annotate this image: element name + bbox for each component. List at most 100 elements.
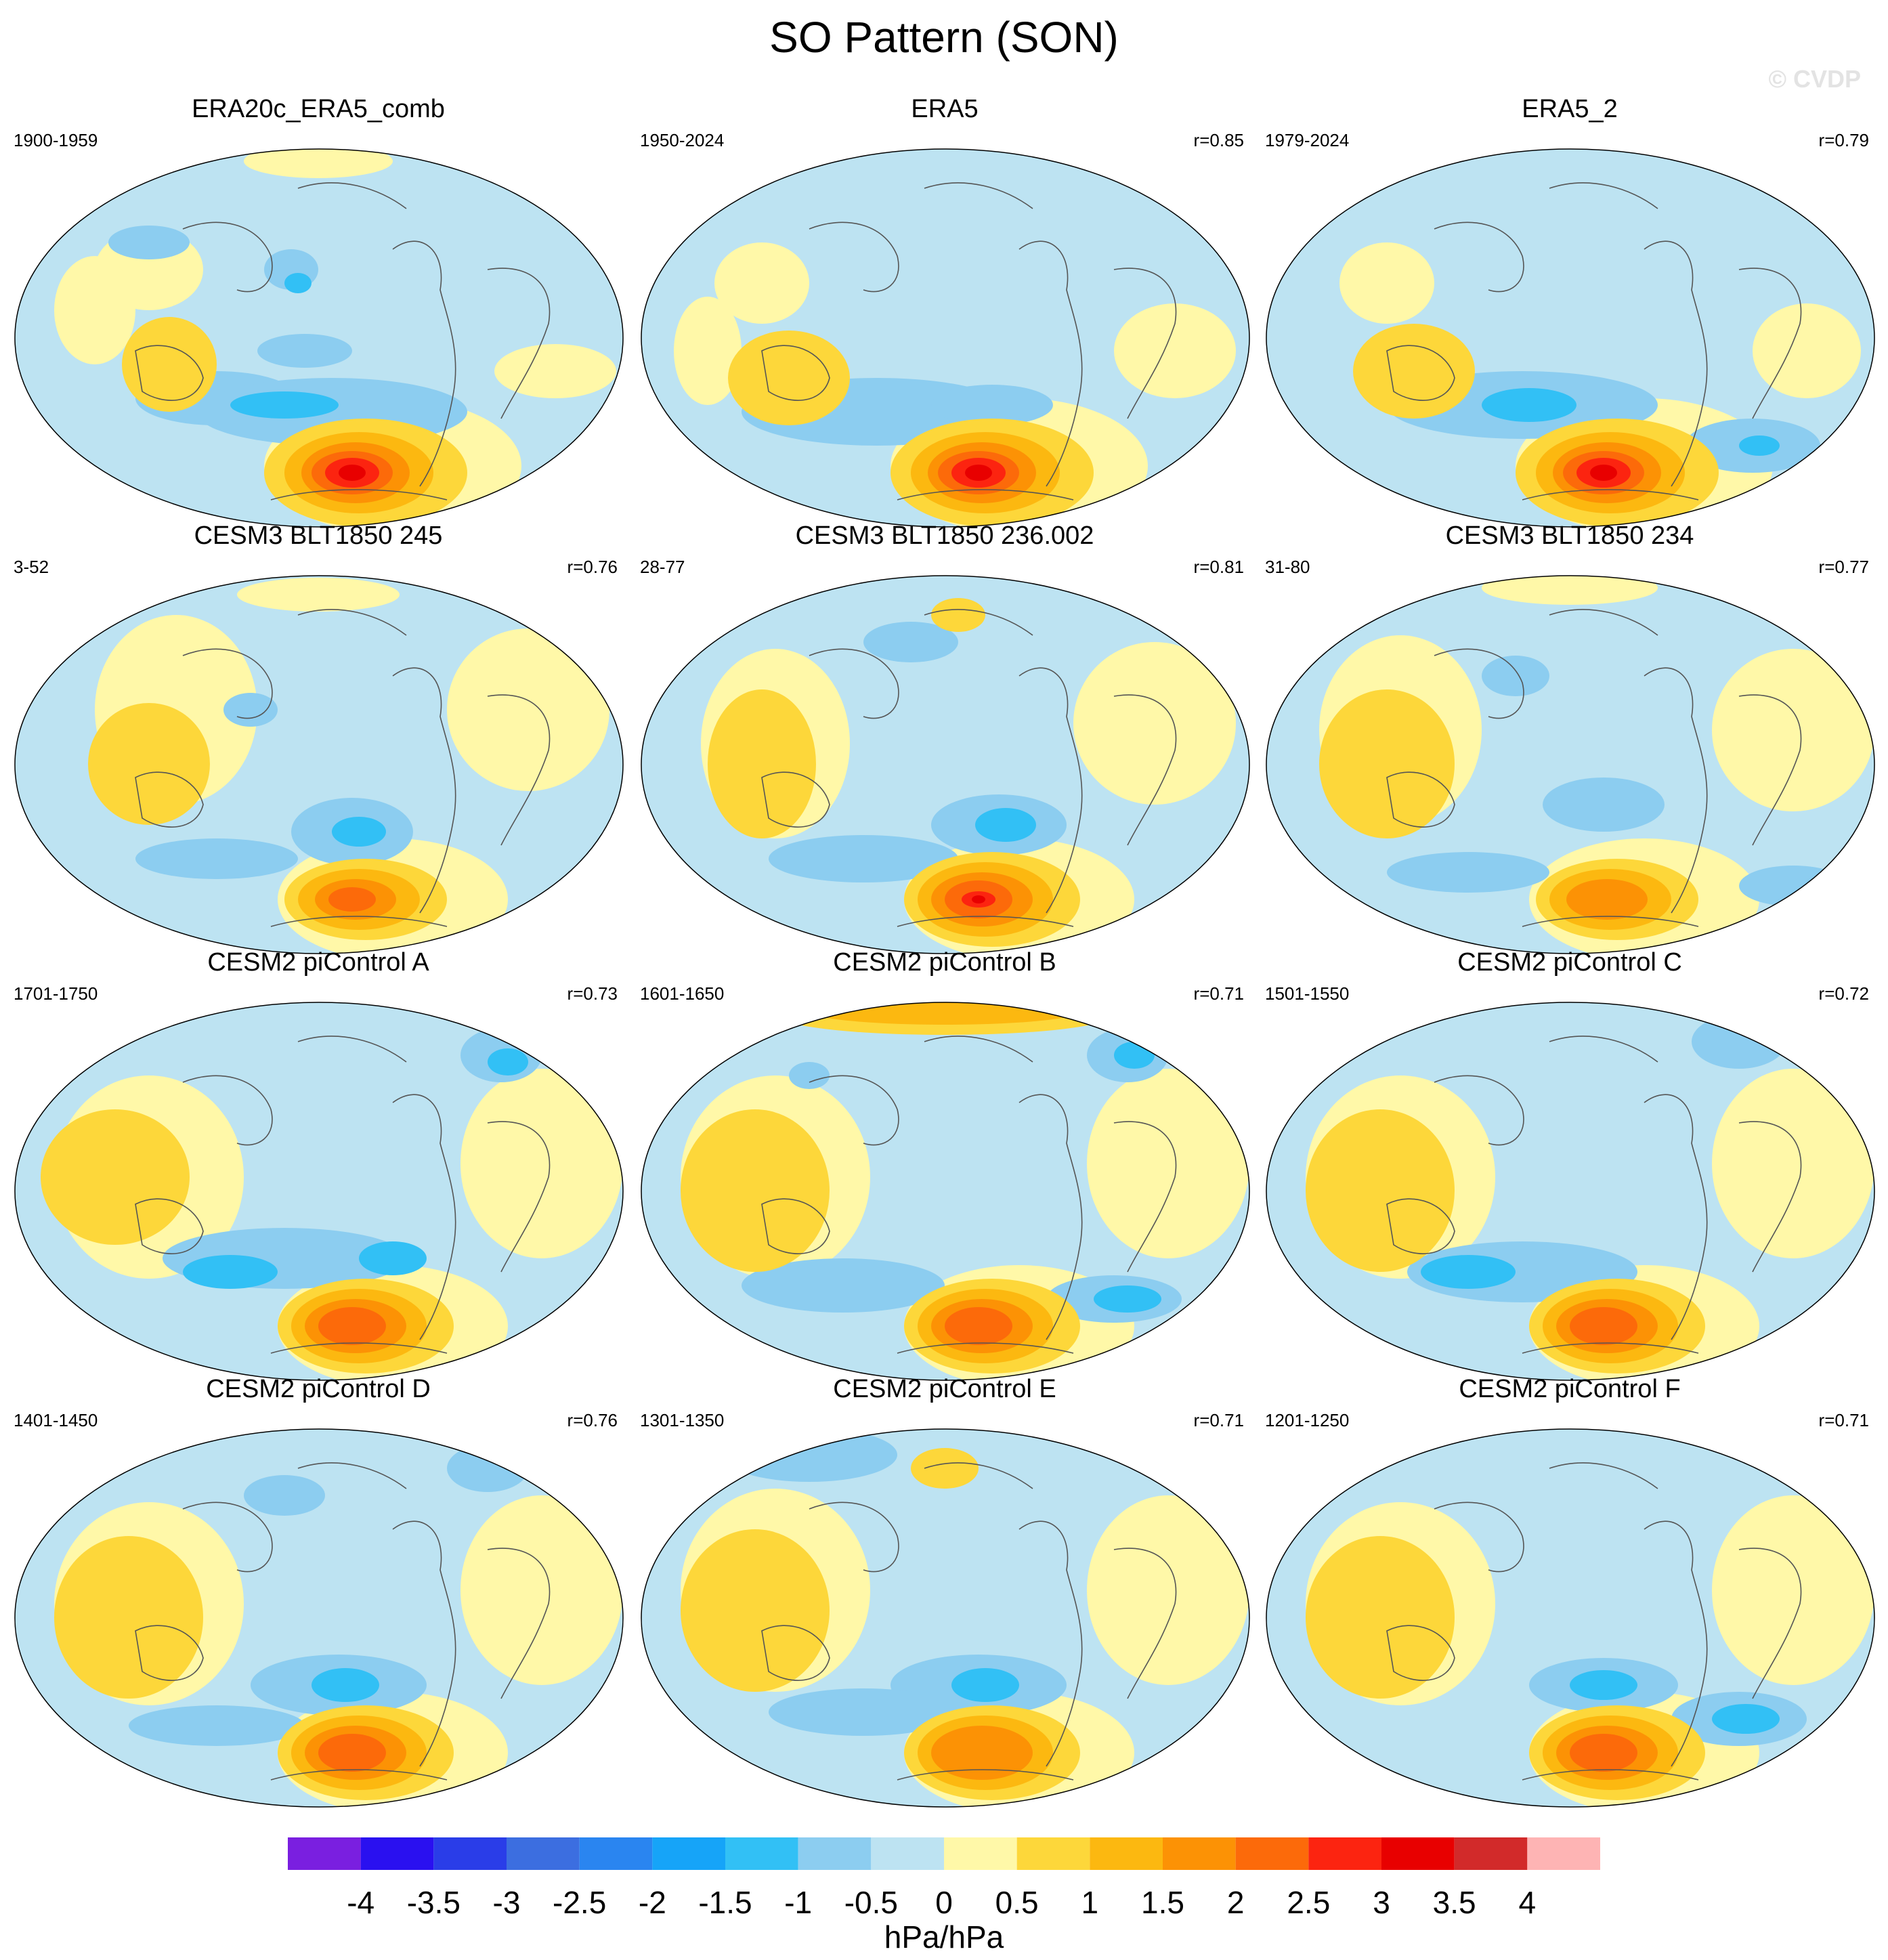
coastline	[1522, 489, 1699, 500]
coastline	[297, 182, 407, 209]
panel-correlation: r=0.76	[567, 557, 618, 577]
contour-region	[1739, 435, 1780, 456]
contour-region	[447, 1445, 528, 1492]
map-panel: CESM2 piControl C 1501-1550 r=0.72	[1258, 948, 1881, 1381]
coastline	[1113, 1121, 1177, 1273]
colorbar-box	[1235, 1837, 1309, 1870]
colorbar-tick-label: -3.5	[406, 1885, 460, 1920]
panel-correlation: r=0.76	[567, 1410, 618, 1430]
map-panel: CESM2 piControl D 1401-1450 r=0.76	[7, 1375, 630, 1808]
colorbar-box	[1163, 1837, 1236, 1870]
coastline	[924, 1462, 1033, 1489]
colorbar-tick-label: -1.5	[698, 1885, 752, 1920]
contour-region	[1712, 1495, 1874, 1685]
panel-correlation: r=0.77	[1818, 557, 1869, 577]
coastline	[809, 648, 899, 719]
contour-region	[681, 1529, 830, 1692]
coastline	[1522, 916, 1699, 927]
colorbar-box	[579, 1837, 653, 1870]
coastline	[392, 240, 456, 487]
contour-region	[1753, 303, 1861, 398]
map-plot	[1266, 1002, 1875, 1381]
coastline	[924, 1036, 1033, 1063]
contour-region	[1566, 879, 1648, 920]
watermark: © CVDP	[1768, 65, 1861, 93]
coastline	[1386, 771, 1455, 828]
map-plot	[14, 1428, 624, 1808]
contour-region	[20, 1008, 142, 1048]
coastline	[270, 916, 448, 927]
contour-region	[1073, 642, 1236, 805]
contour-region	[728, 331, 850, 425]
colorbar-box	[433, 1837, 507, 1870]
contour-region	[1114, 1042, 1155, 1069]
contour-region	[789, 1062, 830, 1089]
panel-correlation: r=0.71	[1193, 983, 1244, 1004]
contour-region	[1306, 1536, 1455, 1699]
contour-region	[951, 1668, 1019, 1702]
contour-region	[339, 465, 366, 481]
panel-correlation: r=0.72	[1818, 983, 1869, 1004]
map-outline	[14, 148, 624, 528]
coastline	[1738, 1548, 1802, 1699]
panel-years: 1201-1250	[1265, 1410, 1350, 1430]
panel-years: 1401-1450	[14, 1410, 98, 1430]
panel-years: 1701-1750	[14, 983, 98, 1004]
contour-region	[1114, 303, 1236, 398]
panel-title: ERA5_2	[1522, 95, 1618, 123]
contour-region	[237, 578, 400, 612]
coastline	[1386, 1198, 1455, 1254]
panel-correlation: r=0.81	[1193, 557, 1244, 577]
contour-region	[1739, 866, 1847, 906]
panel-title: CESM2 piControl B	[833, 948, 1056, 977]
colorbar-tick-label: 2.5	[1287, 1885, 1331, 1920]
coastline	[1113, 268, 1177, 419]
contour-region	[129, 1705, 305, 1746]
coastline	[1738, 268, 1802, 419]
coastline	[182, 1501, 273, 1573]
coastline	[1018, 240, 1083, 487]
contour-region	[674, 297, 742, 405]
contour-region	[1339, 242, 1434, 324]
contour-region	[1482, 388, 1576, 422]
map-outline	[641, 1428, 1250, 1808]
colorbar-tick-label: 3.5	[1432, 1885, 1476, 1920]
contour-region	[1482, 576, 1658, 605]
map-plot	[1266, 575, 1875, 954]
colorbar-tick-label: 0	[935, 1885, 953, 1920]
panel-years: 1601-1650	[640, 983, 725, 1004]
coastline	[1549, 609, 1658, 636]
coastline	[392, 1094, 456, 1340]
coastline	[1018, 667, 1083, 914]
coastline	[135, 1625, 204, 1681]
coastline	[897, 1769, 1074, 1781]
coastline	[270, 1769, 448, 1781]
contour-region	[965, 465, 992, 481]
contour-region	[1306, 1109, 1455, 1272]
contour-region	[183, 1255, 278, 1289]
colorbar-box	[944, 1837, 1017, 1870]
map-plot	[1266, 148, 1875, 528]
map-panel: ERA5_2 1979-2024 r=0.79	[1258, 95, 1881, 528]
contour-region	[41, 1109, 190, 1245]
map-outline	[641, 148, 1250, 528]
contour-region	[1087, 1069, 1249, 1258]
colorbar-tick-label: 4	[1518, 1885, 1537, 1920]
colorbar-box	[1308, 1837, 1381, 1870]
panel-years: 31-80	[1265, 557, 1310, 577]
colorbar	[288, 1837, 1600, 1870]
colorbar-tick-label: -2	[638, 1885, 666, 1920]
colorbar-tick-label: 0.5	[995, 1885, 1039, 1920]
contour-region	[1570, 1734, 1637, 1772]
colorbar-tick-label: 2	[1226, 1885, 1245, 1920]
panel-years: 1301-1350	[640, 1410, 725, 1430]
coastline	[1644, 1094, 1708, 1340]
map-panel: CESM2 piControl A 1701-1750 r=0.73	[7, 948, 630, 1381]
panel-correlation: r=0.79	[1818, 130, 1869, 150]
panel-title: CESM3 BLT1850 236.002	[795, 521, 1094, 550]
map-outline	[1266, 148, 1875, 528]
map-outline	[641, 575, 1250, 954]
coastline	[182, 221, 273, 293]
map-panel: CESM3 BLT1850 234 31-80 r=0.77	[1258, 521, 1881, 954]
contour-region	[447, 629, 609, 791]
